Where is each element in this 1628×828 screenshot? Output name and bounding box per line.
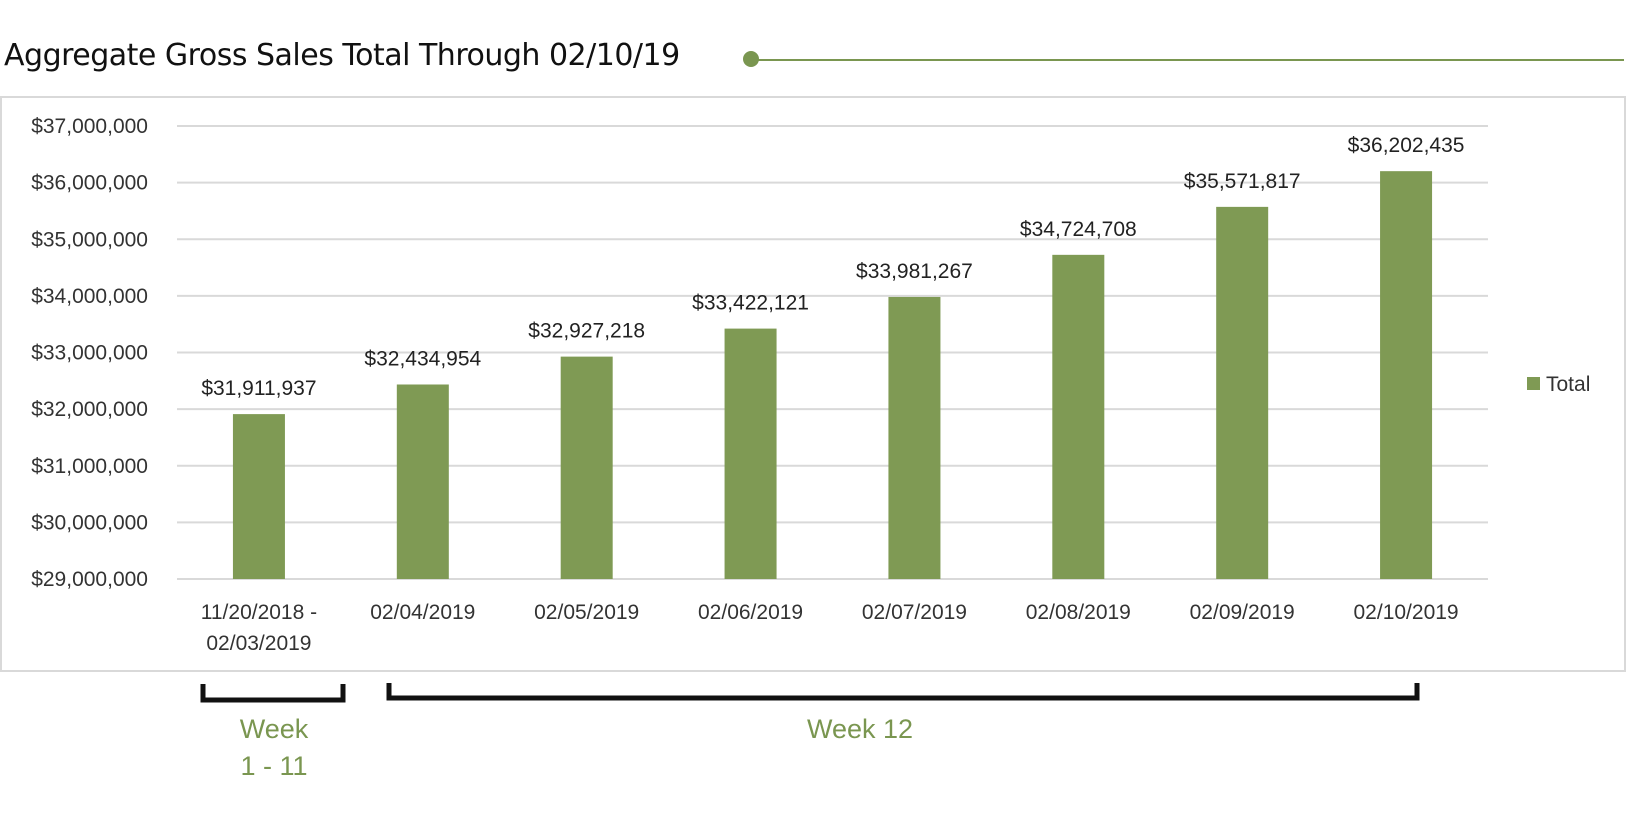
x-axis: 11/20/2018 - 02/03/2019 02/04/2019 02/05/20…: [201, 601, 1459, 655]
legend-label: Total: [1546, 373, 1590, 396]
header-rule: [750, 59, 1624, 61]
data-label: $33,422,121: [692, 292, 809, 315]
x-tick-label: 02/05/2019: [534, 601, 639, 624]
x-tick-label: 11/20/2018 -: [201, 601, 317, 624]
data-label: $36,202,435: [1348, 134, 1465, 157]
bars: $31,911,937 $32,434,954 $32,927,218 $33,422…: [201, 134, 1465, 580]
week-12-label: Week 12: [806, 714, 914, 744]
legend-swatch: [1527, 377, 1540, 390]
bar: [724, 328, 777, 579]
bar: [232, 414, 285, 579]
bar: [1380, 171, 1433, 580]
y-tick-label: $37,000,000: [31, 115, 148, 138]
y-tick-label: $34,000,000: [31, 285, 148, 308]
x-tick-label: 02/03/2019: [206, 632, 311, 655]
gridlines: [177, 125, 1488, 580]
data-label: $35,571,817: [1184, 170, 1301, 193]
data-label: $32,434,954: [364, 347, 481, 370]
data-label: $32,927,218: [528, 320, 645, 343]
bar: [396, 384, 449, 579]
y-axis: $29,000,000 $30,000,000 $31,000,000 $32,000…: [31, 115, 148, 591]
y-tick-label: $36,000,000: [31, 172, 148, 195]
x-tick-label: 02/06/2019: [698, 601, 803, 624]
bracket-week-1-11: [200, 684, 346, 703]
y-tick-label: $35,000,000: [31, 228, 148, 251]
y-tick-label: $30,000,000: [31, 511, 148, 534]
bracket-week-12: [386, 683, 1420, 701]
y-tick-label: $31,000,000: [31, 455, 148, 478]
bracket-left: [200, 684, 346, 703]
bracket-right: [386, 683, 1420, 701]
y-tick-label: $32,000,000: [31, 398, 148, 421]
chart-title: Aggregate Gross Sales Total Through 02/1…: [4, 38, 680, 73]
y-tick-label: $33,000,000: [31, 342, 148, 365]
data-label: $31,911,937: [201, 377, 316, 400]
x-tick-label: 02/10/2019: [1354, 601, 1459, 624]
data-label: $33,981,267: [856, 260, 973, 283]
x-tick-label: 02/08/2019: [1026, 601, 1131, 624]
bar: [1216, 206, 1269, 580]
bar: [888, 296, 941, 579]
data-label: $34,724,708: [1020, 218, 1137, 241]
week-1-11-label-line2: 1 - 11: [240, 751, 308, 781]
legend: Total: [1527, 373, 1590, 396]
x-tick-label: 02/09/2019: [1190, 601, 1295, 624]
bar: [560, 356, 613, 579]
x-tick-label: 02/04/2019: [370, 601, 475, 624]
bar: [1052, 254, 1105, 579]
x-tick-label: 02/07/2019: [862, 601, 967, 624]
week-1-11-label-line1: Week: [239, 714, 309, 744]
week-1-11-label: Week 1 - 11: [214, 711, 334, 785]
y-tick-label: $29,000,000: [31, 568, 148, 591]
